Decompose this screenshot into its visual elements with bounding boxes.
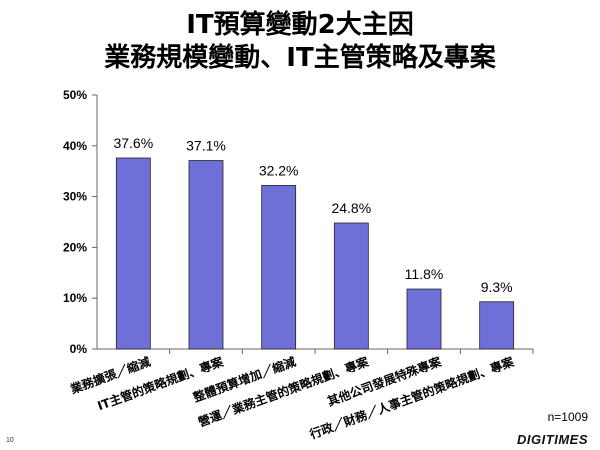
y-tick-label: 30% — [63, 190, 87, 204]
page-number: 10 — [6, 437, 14, 444]
category-label: IT主管的策略規劃、專案 — [95, 353, 226, 413]
y-tick-label: 10% — [63, 291, 87, 305]
bar-value-label: 9.3% — [481, 279, 513, 295]
bar-value-label: 24.8% — [331, 200, 371, 216]
chart-title-line-2: 業務規模變動、IT主管策略及專案 — [104, 43, 496, 73]
chart-title-line-1: IT預算變動2大主因 — [186, 10, 414, 40]
bar — [261, 185, 297, 350]
bar-value-label: 37.1% — [186, 138, 226, 154]
bar — [479, 301, 515, 350]
y-tick-label: 40% — [63, 139, 87, 153]
y-tick-label: 20% — [63, 240, 87, 254]
bar-value-label: 32.2% — [259, 162, 299, 178]
y-tick-label: 0% — [70, 342, 88, 356]
bar — [115, 157, 151, 350]
bar-value-label: 37.6% — [113, 135, 153, 151]
digitimes-logo: DIGITIMES — [517, 432, 588, 447]
bar-value-label: 11.8% — [405, 266, 444, 282]
y-tick-label: 50% — [63, 88, 87, 102]
bar — [333, 222, 369, 350]
bar — [188, 160, 224, 350]
sample-size-label: n=1009 — [547, 410, 588, 424]
bar — [406, 288, 442, 350]
